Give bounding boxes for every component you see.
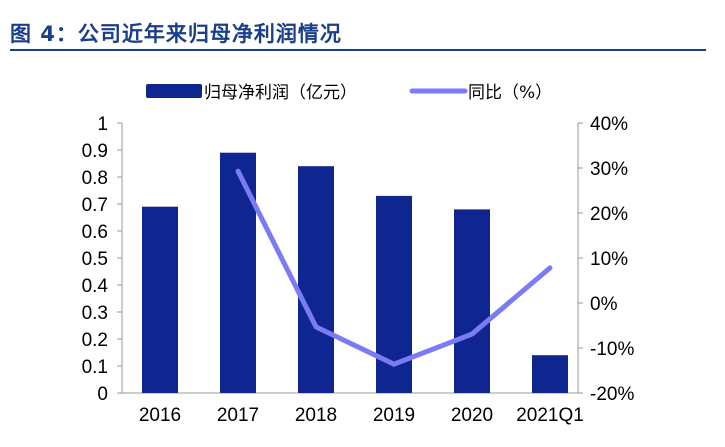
bar <box>220 152 256 393</box>
left-tick-label: 0.8 <box>82 168 108 189</box>
right-tick-label: 0% <box>590 294 618 315</box>
left-tick-label: 0.2 <box>82 330 108 351</box>
chart-title: 图 4：公司近年来归母净利润情况 <box>10 22 342 46</box>
left-tick-label: 0 <box>97 384 108 405</box>
x-tick-label: 2016 <box>139 405 181 426</box>
right-tick-label: 40% <box>590 114 628 135</box>
title-divider <box>10 49 706 51</box>
x-tick-label: 2017 <box>217 405 259 426</box>
left-tick-label: 0.9 <box>82 141 108 162</box>
right-tick-label: -10% <box>590 339 634 360</box>
x-tick-label: 2018 <box>295 405 337 426</box>
x-tick-label: 2021Q1 <box>516 405 584 426</box>
left-tick-label: 0.4 <box>82 276 109 297</box>
x-tick-label: 2019 <box>373 405 415 426</box>
right-tick-label: 20% <box>590 204 628 225</box>
bar <box>298 166 334 393</box>
left-tick-label: 0.5 <box>82 249 108 270</box>
right-tick-label: 10% <box>590 249 628 270</box>
left-tick-label: 1 <box>97 114 108 135</box>
legend-bar-swatch <box>146 84 202 98</box>
left-tick-label: 0.6 <box>82 222 108 243</box>
bar <box>532 355 568 393</box>
bar <box>454 209 490 393</box>
left-tick-label: 0.1 <box>82 357 108 378</box>
x-tick-label: 2020 <box>451 405 493 426</box>
left-tick-label: 0.3 <box>82 303 108 324</box>
legend-bar-label: 归母净利润（亿元） <box>204 83 357 103</box>
bar <box>142 206 178 393</box>
right-tick-label: -20% <box>590 384 634 405</box>
left-tick-label: 0.7 <box>82 195 108 216</box>
right-tick-label: 30% <box>590 159 628 180</box>
legend-line-label: 同比（%） <box>468 83 552 103</box>
